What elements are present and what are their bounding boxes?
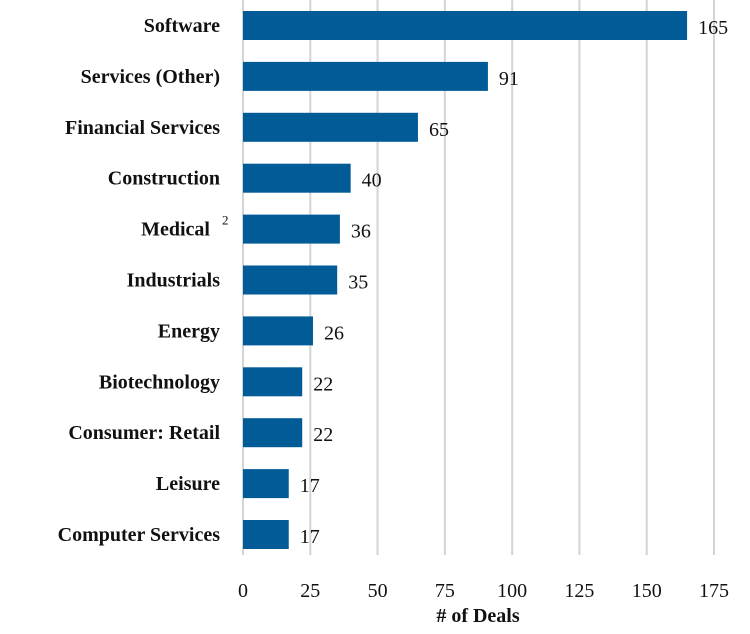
x-tick-label: 150 <box>632 580 662 602</box>
data-label: 91 <box>499 68 519 90</box>
gridlines <box>242 0 715 555</box>
data-label: 65 <box>429 119 449 141</box>
data-label: 22 <box>313 424 333 446</box>
category-label: Industrials <box>127 270 221 292</box>
x-tick-label: 25 <box>300 580 320 602</box>
category-label: Software <box>144 15 220 37</box>
x-tick-labels: 0 25 50 75 100 125 150 175 <box>238 580 729 602</box>
bar <box>243 469 289 499</box>
bar <box>243 367 303 397</box>
bars <box>243 11 688 549</box>
data-label: 17 <box>300 526 320 548</box>
x-tick-label: 100 <box>497 580 527 602</box>
bar <box>243 214 340 244</box>
category-labels: Software Services (Other) Financial Servic… <box>58 15 229 546</box>
data-label: 22 <box>313 373 333 395</box>
category-superscript: 2 <box>222 213 229 228</box>
data-labels: 165 91 65 40 36 35 26 22 22 17 17 <box>300 17 728 548</box>
bar <box>243 418 303 448</box>
category-label: Energy <box>158 320 220 342</box>
category-label: Construction <box>108 168 220 190</box>
bar <box>243 61 488 91</box>
x-tick-label: 125 <box>564 580 594 602</box>
bar <box>243 163 351 193</box>
data-label: 35 <box>348 272 368 294</box>
data-label: 26 <box>324 322 344 344</box>
category-label: Computer Services <box>58 524 221 546</box>
x-tick-label: 175 <box>699 580 729 602</box>
bar <box>243 265 338 295</box>
bar <box>243 112 418 142</box>
bar <box>243 11 688 40</box>
data-label: 17 <box>300 475 320 497</box>
x-tick-label: 50 <box>368 580 388 602</box>
category-label: Leisure <box>156 473 220 495</box>
bar <box>243 316 313 346</box>
category-label: Consumer: Retail <box>68 422 220 444</box>
data-label: 40 <box>362 170 382 192</box>
data-label: 36 <box>351 221 371 243</box>
bar <box>243 520 289 549</box>
x-tick-label: 0 <box>238 580 248 602</box>
category-label: Medical <box>141 219 210 241</box>
x-axis-title: # of Deals <box>436 605 520 627</box>
category-label: Financial Services <box>65 117 220 139</box>
data-label: 165 <box>698 17 728 39</box>
category-label: Services (Other) <box>81 66 220 88</box>
category-label: Biotechnology <box>99 371 220 393</box>
x-tick-label: 75 <box>435 580 455 602</box>
